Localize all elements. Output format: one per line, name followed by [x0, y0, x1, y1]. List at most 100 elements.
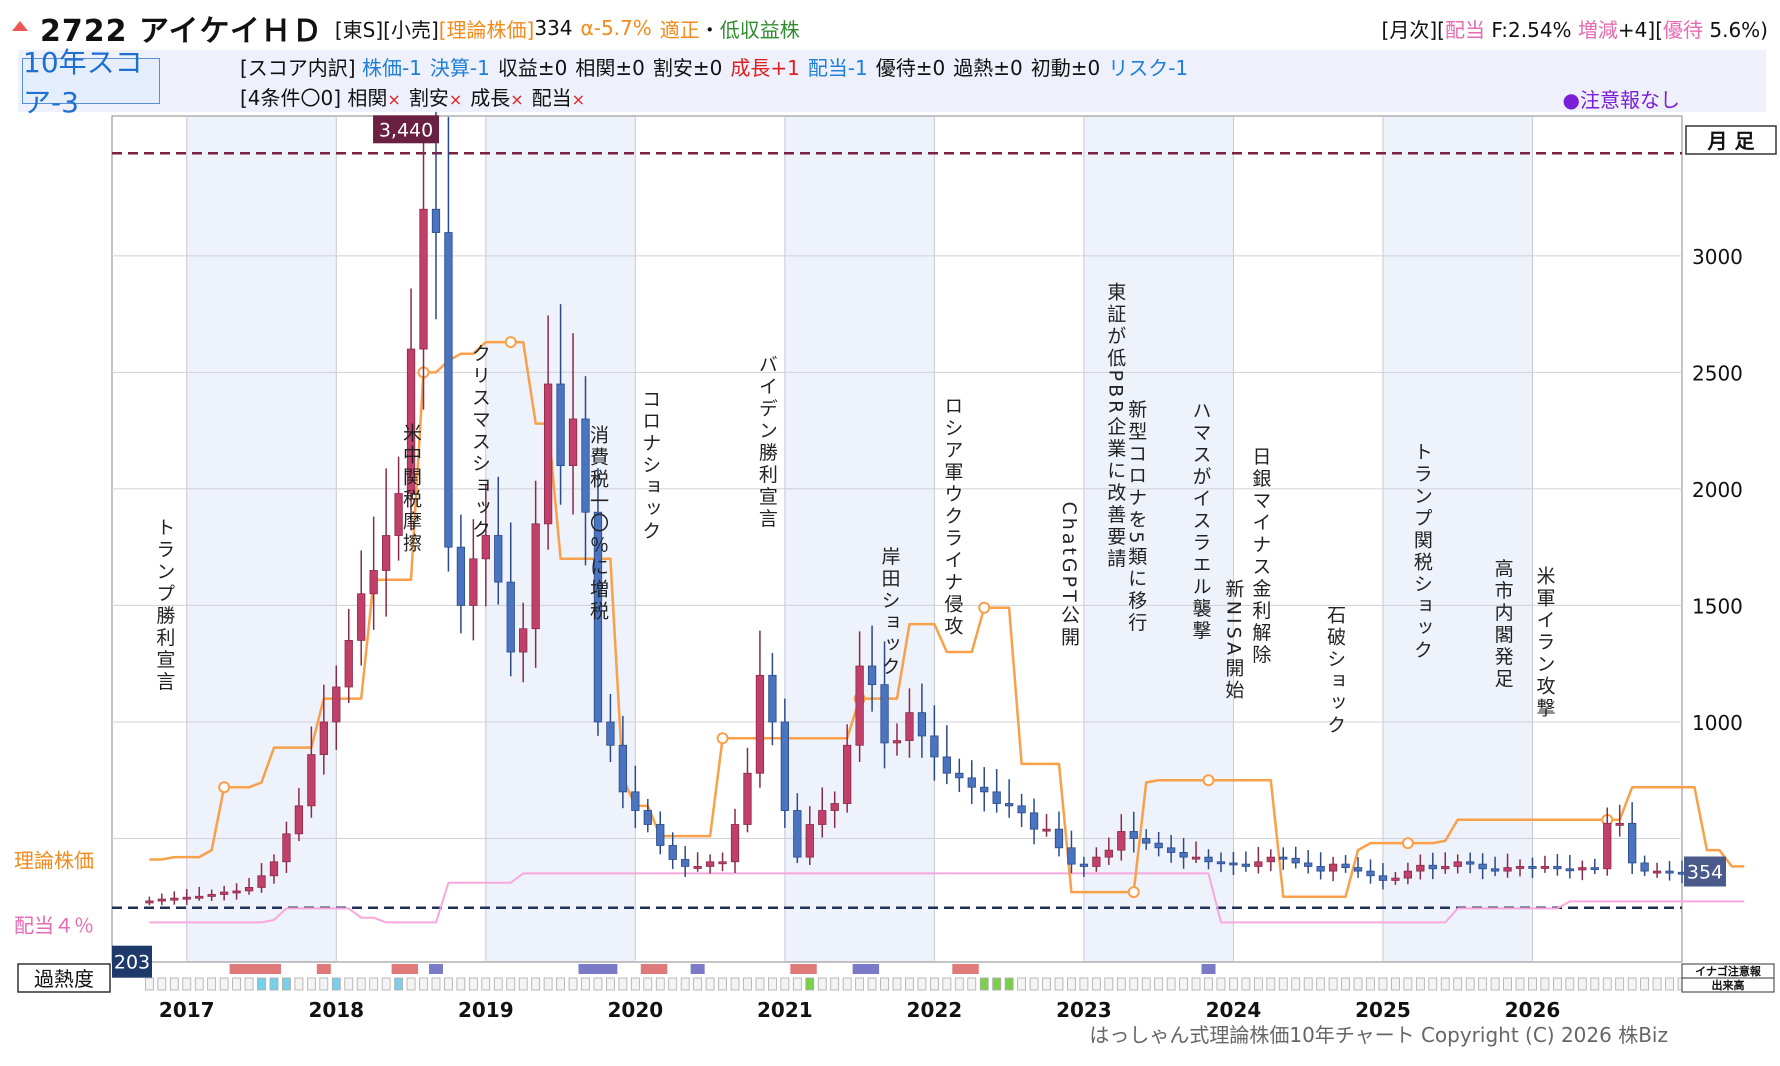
- year-bands: [111, 115, 1683, 963]
- candle: [606, 693, 615, 763]
- condition-item: 成長×: [470, 86, 524, 110]
- candle: [556, 304, 565, 505]
- candle-body: [1441, 866, 1450, 870]
- candle: [631, 765, 640, 828]
- candle: [269, 854, 279, 884]
- x-tick-label: 2022: [907, 998, 963, 1022]
- candle: [1129, 811, 1138, 853]
- candle: [1154, 831, 1163, 857]
- theory-point: [716, 732, 729, 745]
- event-annotations: トランプ勝利宣言 米中関税摩擦 クリスマスショック 消費税一〇％に増税 コロナショック バ…: [153, 281, 1555, 736]
- candle-body: [1104, 849, 1113, 858]
- candle: [1054, 811, 1064, 857]
- score-item: 相関±0: [575, 56, 645, 80]
- candle-body: [1341, 863, 1350, 869]
- candle-body: [780, 721, 789, 811]
- candle: [1466, 852, 1475, 874]
- candle: [1341, 855, 1350, 873]
- volume-cell: [606, 977, 615, 991]
- candle-body: [768, 674, 777, 723]
- heat-blue-cell: [603, 964, 618, 974]
- x-tick-label: 2019: [458, 998, 514, 1022]
- candle-body: [1328, 863, 1338, 872]
- candle: [1191, 841, 1201, 863]
- candle: [1304, 850, 1313, 874]
- volume-cell: [992, 977, 1002, 991]
- condition-items: 相関× 割安× 成長× 配当×: [347, 86, 593, 110]
- event-label: 高市内閣発足: [1492, 558, 1514, 690]
- current-marker-label: 354: [1687, 862, 1723, 884]
- heat-red-cell: [952, 964, 967, 974]
- caution-status: ●注意報なし: [1562, 88, 1680, 112]
- volume-cell: [244, 977, 254, 991]
- volume-cell: [1229, 977, 1238, 991]
- candle: [506, 522, 515, 677]
- volume-cell: [817, 977, 827, 991]
- candle: [967, 760, 976, 804]
- candle: [768, 652, 777, 746]
- candle: [780, 698, 789, 828]
- candle-body: [1005, 803, 1014, 807]
- volume-cell: [1565, 977, 1575, 991]
- candle-body: [1017, 805, 1026, 814]
- heat-red-cell: [229, 964, 244, 974]
- candle-body: [1590, 867, 1599, 871]
- heat-red-cell: [653, 964, 668, 974]
- candle: [730, 808, 740, 873]
- volume-cell: [1154, 977, 1164, 991]
- candle: [1179, 838, 1188, 869]
- candle-body: [917, 712, 927, 737]
- candle-body: [1067, 847, 1076, 865]
- event-label: 石破ショック: [1324, 605, 1346, 737]
- candle-body: [369, 570, 378, 595]
- event-label: ロシア軍ウクライナ侵攻: [941, 396, 963, 638]
- volume-cell: [1415, 977, 1425, 991]
- candle: [917, 683, 927, 758]
- candle: [1005, 779, 1014, 818]
- volume-cell: [1042, 977, 1051, 991]
- volume-cell: [1353, 977, 1363, 991]
- candle: [157, 893, 166, 906]
- event-label: コロナショック: [639, 389, 661, 543]
- volume-cell: [1503, 977, 1512, 991]
- candle: [930, 705, 939, 781]
- candlesticks: [145, 112, 1699, 906]
- candle-body: [244, 887, 254, 892]
- volume-cell: [269, 977, 279, 991]
- period-box: [1685, 125, 1777, 155]
- event-label: 岸田ショック: [879, 546, 901, 678]
- theory-point: [1401, 837, 1414, 850]
- ten-year-score-box: 10年スコア-3: [22, 46, 160, 119]
- volume-cell: [531, 977, 541, 991]
- candle: [1490, 856, 1500, 877]
- score-item: 過熱±0: [953, 56, 1023, 80]
- candle: [1640, 855, 1649, 877]
- candle: [1241, 851, 1251, 872]
- volume-cell: [1241, 977, 1251, 991]
- candle-body: [1092, 856, 1101, 867]
- volume-cell: [232, 977, 242, 991]
- score-item: リスク-1: [1108, 56, 1189, 80]
- heat-red-cell: [964, 964, 979, 974]
- candle-body: [1628, 822, 1637, 864]
- volume-cell: [182, 977, 192, 991]
- candle-body: [1565, 868, 1574, 872]
- x-tick-label: 2026: [1505, 998, 1561, 1022]
- heat-blue-cell: [852, 964, 867, 974]
- volume-cell: [1652, 977, 1662, 991]
- candle-body: [282, 833, 291, 863]
- candle: [319, 684, 328, 775]
- theory-point: [978, 601, 991, 614]
- candle-body: [1503, 867, 1512, 872]
- candle-body: [830, 803, 839, 811]
- volume-box: [1681, 977, 1775, 993]
- volume-cell: [767, 977, 777, 991]
- volume-cell: [1017, 977, 1027, 991]
- candle: [1104, 837, 1113, 865]
- volume-cell: [394, 977, 403, 991]
- heat-blue-cell: [690, 964, 705, 974]
- volume-cell: [1266, 977, 1276, 991]
- candle: [1590, 858, 1599, 874]
- volume-cell: [1054, 977, 1064, 991]
- heat-blue-cell: [428, 964, 443, 974]
